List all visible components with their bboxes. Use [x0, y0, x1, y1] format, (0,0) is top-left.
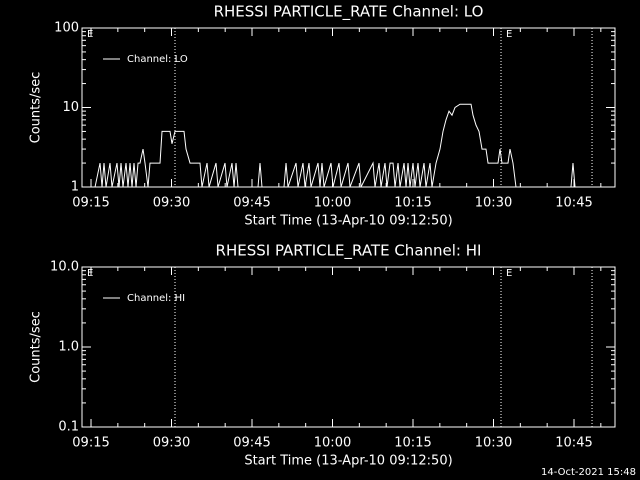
x-tick-label: 10:00	[314, 196, 351, 211]
x-axis-label: Start Time (13-Apr-10 09:12:50)	[244, 214, 452, 229]
annotation: E	[506, 268, 512, 279]
x-tick-label: 10:30	[475, 436, 512, 451]
x-tick-label: 10:45	[555, 196, 592, 211]
x-tick-label: 10:15	[394, 436, 431, 451]
chart-title: RHESSI PARTICLE_RATE Channel: HI	[216, 242, 482, 261]
annotation: E	[506, 29, 512, 40]
x-tick-label: 09:45	[233, 436, 270, 451]
annotation: E	[87, 29, 93, 40]
data-line	[94, 103, 612, 187]
x-tick-label: 09:15	[72, 436, 109, 451]
x-tick-label: 09:15	[72, 196, 109, 211]
y-axis-label: Counts/sec	[29, 72, 44, 144]
panel: RHESSI PARTICLE_RATE Channel: HI Start Ti…	[29, 242, 616, 469]
x-tick-label: 09:30	[153, 196, 190, 211]
y-tick-label: 100	[54, 21, 79, 36]
x-tick-label: 10:45	[555, 436, 592, 451]
y-tick-label: 10	[62, 100, 79, 115]
legend-label: Channel: LO	[127, 54, 188, 65]
y-tick-label: 10.0	[50, 260, 79, 275]
footer: 14-Oct-2021 15:48	[541, 467, 636, 478]
y-axis-label: Counts/sec	[29, 311, 44, 383]
panel: RHESSI PARTICLE_RATE Channel: LO Start Ti…	[29, 3, 616, 229]
y-tick-label: 1.0	[58, 340, 79, 355]
x-tick-label: 10:00	[314, 436, 351, 451]
x-tick-label: 09:45	[233, 196, 270, 211]
y-tick-label: 0.1	[58, 420, 79, 435]
x-tick-label: 10:30	[475, 196, 512, 211]
x-tick-label: 10:15	[394, 196, 431, 211]
x-axis-label: Start Time (13-Apr-10 09:12:50)	[244, 454, 452, 469]
legend-label: Channel: HI	[127, 293, 185, 304]
plot-frame	[81, 266, 616, 428]
annotation: E	[87, 268, 93, 279]
x-tick-label: 09:30	[153, 436, 190, 451]
y-tick-label: 1	[71, 180, 79, 195]
chart-title: RHESSI PARTICLE_RATE Channel: LO	[214, 3, 484, 22]
